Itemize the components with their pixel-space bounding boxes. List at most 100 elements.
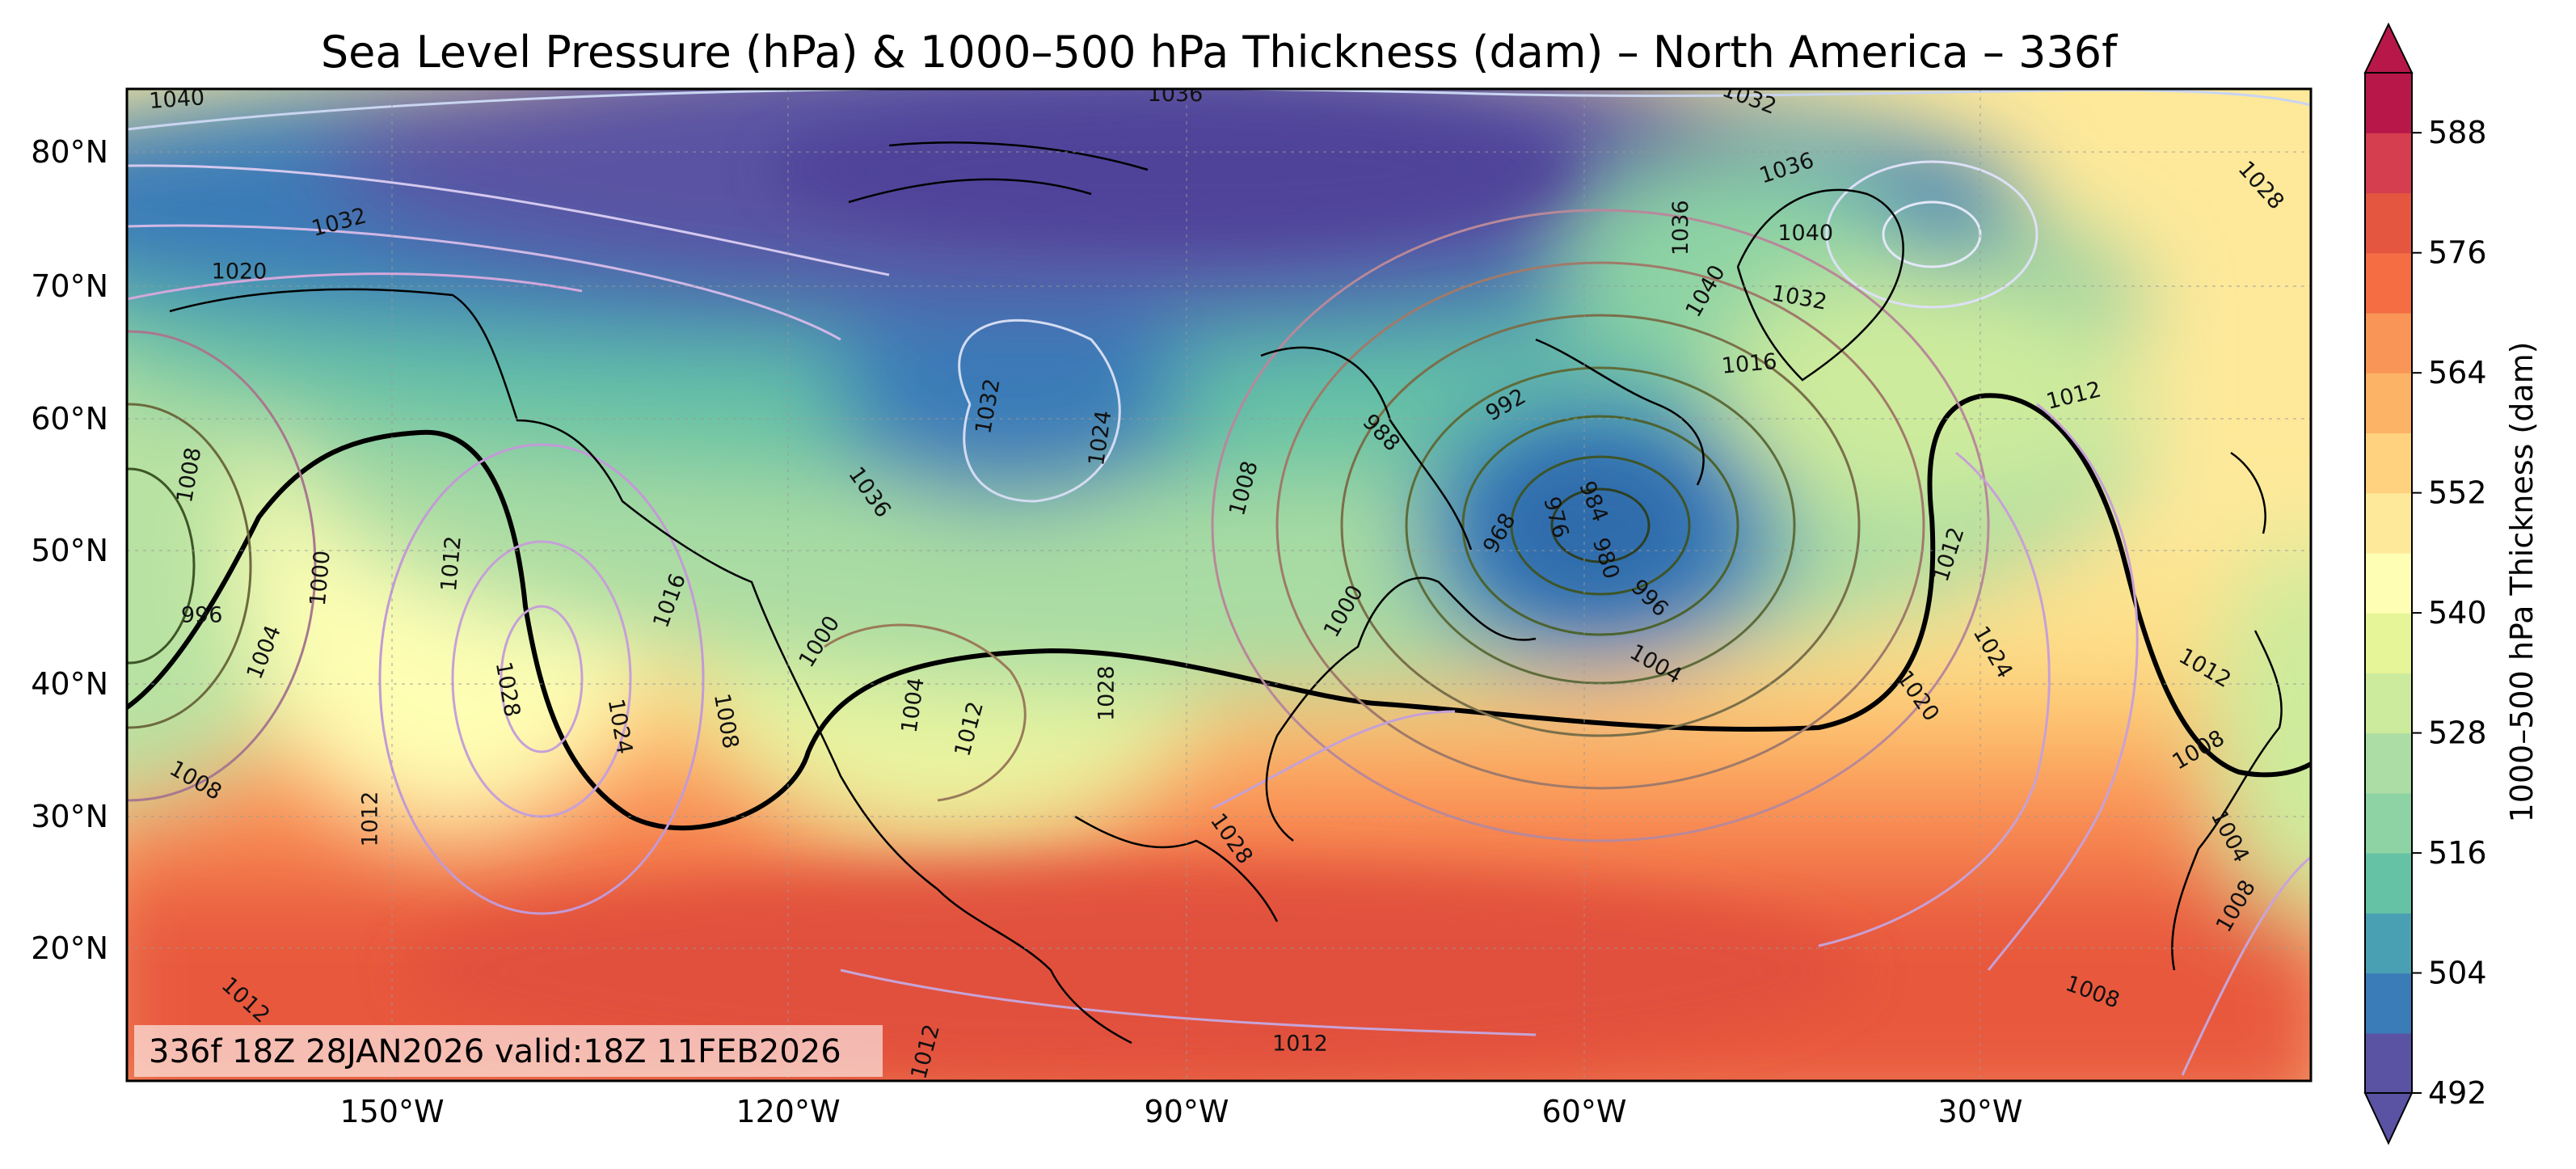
colorbar-band [2365, 973, 2412, 1034]
colorbar-band [2365, 913, 2412, 974]
isobar-label-text: 1040 [148, 85, 205, 114]
map-title: Sea Level Pressure (hPa) & 1000–500 hPa … [321, 27, 2119, 78]
lon-axis: 150°W 120°W 90°W 60°W 30°W [339, 1094, 2022, 1129]
colorbar-band [2365, 792, 2412, 854]
colorbar-band [2365, 312, 2412, 373]
colorbar-label: 1000–500 hPa Thickness (dam) [2504, 342, 2540, 823]
thickness-band-504-trough [833, 307, 1188, 501]
lat-tick-label: 50°N [31, 533, 108, 568]
lon-tick-label: 120°W [736, 1094, 840, 1129]
colorbar-tick-label: 492 [2428, 1075, 2487, 1111]
isobar-label-text: 1012 [358, 791, 383, 847]
thickness-540-contour [127, 393, 2311, 831]
isobar-label: 996 [181, 603, 223, 628]
isobar-label-text: 1016 [1721, 349, 1778, 379]
isobar-high-pac-3 [378, 443, 705, 915]
colorbar-band [2365, 192, 2412, 254]
isobar-label-text: 1020 [212, 259, 268, 284]
colorbar-tick-label: 516 [2428, 835, 2487, 871]
colorbar-band [2365, 673, 2412, 734]
isobar-label-text: 1012 [1272, 1032, 1328, 1057]
isobar-high-pac-1 [500, 605, 584, 753]
colorbar-tick-label: 564 [2428, 355, 2487, 390]
colorbar-band [2365, 1032, 2412, 1094]
colorbar-band [2365, 552, 2412, 614]
lon-tick-label: 30°W [1938, 1094, 2023, 1129]
colorbar-bands [2365, 73, 2412, 1094]
isobar-label-text: 1040 [1777, 221, 1833, 246]
isobar-low-pac-2 [127, 403, 252, 729]
isobar-label: 1040 [148, 85, 205, 114]
isobar-label-text: 996 [181, 603, 223, 628]
colorbar-frame [2364, 72, 2413, 1094]
lat-tick-label: 30°N [31, 799, 108, 834]
thickness-core-492 [768, 97, 1576, 243]
isobar-high-gl-2 [1825, 160, 2038, 309]
isobar-label-text: 1036 [1148, 82, 1204, 107]
lon-tick-label: 60°W [1542, 1094, 1627, 1129]
coastlines [169, 141, 2283, 1045]
isobar-low-1 [1550, 487, 1651, 563]
thickness-fill-detail [404, 97, 1859, 1075]
lat-tick-label: 20°N [31, 931, 108, 966]
isobar-low-5 [1340, 314, 1861, 737]
isobar-low-pac-1 [127, 467, 196, 665]
map-frame [125, 87, 2312, 1082]
isobar-label: 1020 [212, 259, 268, 284]
gridlines [127, 89, 2311, 1081]
isobar-low-6 [1275, 261, 1925, 790]
colorbar-band [2365, 133, 2412, 194]
colorbar-tick-label: 588 [2428, 115, 2487, 150]
colorbar-tick-label: 528 [2428, 715, 2487, 751]
isobar-label: 1040 [1777, 221, 1833, 246]
isobar-label: 1036 [1148, 82, 1204, 107]
thickness-fill [127, 89, 2311, 1081]
colorbar-tick-label: 576 [2428, 235, 2487, 271]
isobar-label: 1012 [1272, 1032, 1328, 1057]
colorbar-band [2365, 492, 2412, 554]
colorbar-ticks: 492 504 516 528 540 552 564 576 588 [2412, 115, 2487, 1111]
colorbar-band [2365, 853, 2412, 914]
isobar-label: 1016 [1721, 349, 1778, 379]
thickness-band-534-atl [2207, 542, 2311, 914]
colorbar-band [2365, 252, 2412, 314]
thickness-band-534-ridge [1714, 267, 2134, 509]
isobar-label: 1000 [306, 550, 335, 607]
colorbar-tick-label: 504 [2428, 956, 2487, 991]
isobar-low-4 [1405, 366, 1796, 685]
info-box-text: 336f 18Z 28JAN2026 valid:18Z 11FEB2026 [149, 1033, 841, 1070]
colorbar-tick-label: 540 [2428, 595, 2487, 631]
isobar-label-text: 1000 [306, 550, 335, 607]
thickness-core-warm [404, 865, 1859, 1075]
colorbar-band [2365, 732, 2412, 794]
colorbar-extend-bottom [2363, 1092, 2414, 1146]
isobar-low-pac-3 [127, 330, 317, 802]
isobar-label: 1012 [436, 535, 466, 593]
colorbar-tick-label: 552 [2428, 475, 2487, 511]
colorbar: 492 504 516 528 540 552 564 576 588 1000–500 hPa… [2363, 22, 2540, 1146]
isobar-label-text: 1012 [436, 535, 466, 593]
isobar-label: 1012 [358, 791, 383, 847]
lat-axis: 20°N 30°N 40°N 50°N 60°N 70°N 80°N [31, 134, 108, 966]
isobar-label-text: 1036 [1668, 200, 1693, 255]
isobar-low-2 [1510, 455, 1691, 596]
isobar-low-7 [1211, 209, 1990, 842]
colorbar-band [2365, 613, 2412, 673]
isobar-label-text: 1028 [1094, 665, 1119, 721]
colorbar-band [2365, 373, 2412, 434]
mslp-isobars [127, 89, 2311, 1076]
isobar-label: 1036 [1668, 200, 1693, 255]
lat-tick-label: 70°N [31, 268, 108, 304]
info-box: 336f 18Z 28JAN2026 valid:18Z 11FEB2026 [134, 1025, 883, 1077]
lat-tick-label: 40°N [31, 666, 108, 702]
thickness-core-low [1495, 453, 1689, 598]
lat-tick-label: 80°N [31, 134, 108, 170]
isobar-low-3 [1461, 415, 1739, 636]
colorbar-band [2365, 433, 2412, 494]
lon-tick-label: 150°W [339, 1094, 444, 1129]
isobar-label: 1028 [1094, 665, 1119, 721]
colorbar-band [2365, 73, 2412, 133]
lat-tick-label: 60°N [31, 401, 108, 437]
